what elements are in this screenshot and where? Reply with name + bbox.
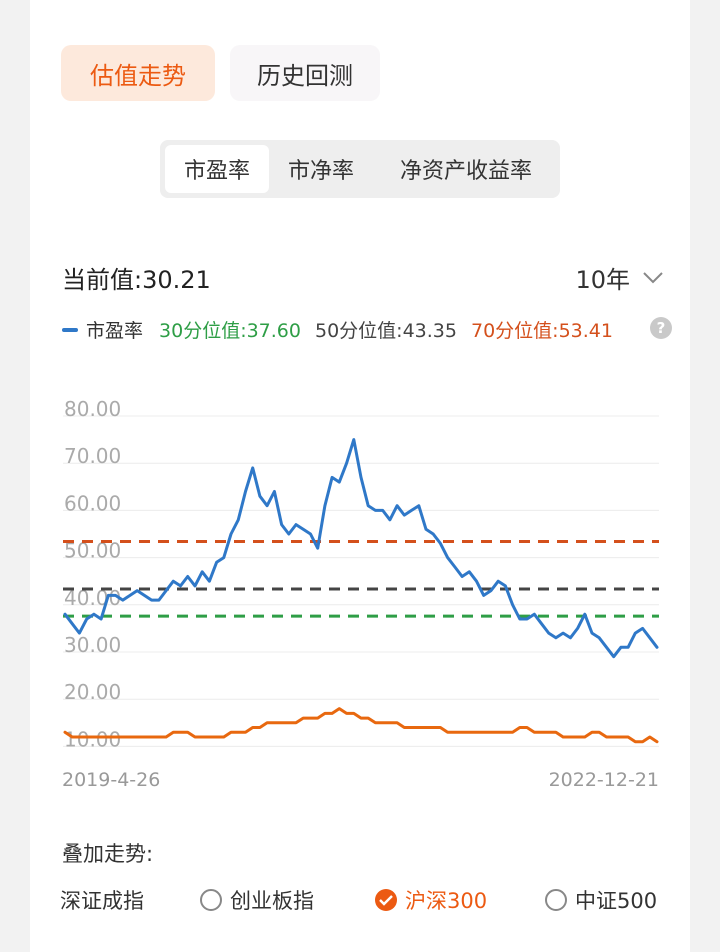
segment-roe[interactable]: 净资产收益率 (399, 159, 532, 184)
radio-unchecked-icon (545, 889, 567, 911)
overlay-option-zz500[interactable]: 中证500 (545, 884, 657, 916)
legend-series-label: 市盈率 (86, 320, 144, 342)
y-tick-label: 80.00 (64, 397, 121, 421)
x-tick-label-end: 2022-12-21 (549, 769, 659, 791)
pe-chart: 80.0070.0060.0050.0040.0030.0020.0010.00… (62, 397, 659, 791)
x-tick-label-start: 2019-4-26 (62, 769, 160, 791)
current-value: 当前值:30.21 (62, 260, 211, 295)
y-tick-label: 10.00 (64, 727, 121, 751)
overlay-option-cybz[interactable]: 创业板指 (200, 884, 314, 916)
legend-p70: 70分位值:53.41 (470, 320, 613, 342)
series-line-0 (63, 438, 659, 659)
overlay-option-label: 沪深300 (405, 889, 488, 913)
metric-segmented-control: 市盈率 市净率 净资产收益率 (160, 140, 560, 198)
y-tick-label: 20.00 (64, 680, 121, 704)
overlay-title: 叠加走势: (62, 842, 154, 866)
chevron-down-icon (643, 271, 663, 283)
help-icon[interactable]: ? (650, 317, 672, 339)
segment-pe[interactable]: 市盈率 (165, 145, 269, 193)
overlay-option-label: 深证成指 (60, 889, 144, 913)
y-tick-label: 60.00 (64, 491, 121, 515)
tab-history-backtest[interactable]: 历史回测 (230, 45, 380, 101)
overlay-option-label: 创业板指 (230, 889, 314, 913)
chart-legend: 市盈率 30分位值:37.60 50分位值:43.35 70分位值:53.41 (62, 316, 613, 343)
range-dropdown[interactable]: 10年 (575, 260, 664, 295)
series-line-icon (62, 327, 78, 332)
y-tick-label: 30.00 (64, 633, 121, 657)
range-dropdown-value: 10年 (575, 266, 630, 294)
radio-unchecked-icon (200, 889, 222, 911)
legend-p30: 30分位值:37.60 (159, 320, 301, 342)
current-value-number: 30.21 (142, 266, 211, 294)
y-tick-label: 70.00 (64, 444, 121, 468)
segment-pb[interactable]: 市净率 (287, 159, 354, 184)
current-value-label: 当前值: (62, 266, 143, 294)
overlay-option-szcz[interactable]: 深证成指 (60, 884, 144, 916)
series-line-1 (63, 707, 659, 744)
radio-checked-icon (375, 889, 397, 911)
overlay-option-label: 中证500 (575, 889, 658, 913)
valuation-card: 估值走势 历史回测 市盈率 市净率 净资产收益率 当前值:30.21 10年 市… (30, 0, 690, 952)
legend-p50: 50分位值:43.35 (315, 320, 457, 342)
overlay-options: 深证成指 创业板指 沪深300 中证500 (60, 884, 690, 916)
tab-valuation-trend[interactable]: 估值走势 (61, 45, 215, 101)
overlay-option-hs300[interactable]: 沪深300 (375, 884, 487, 916)
